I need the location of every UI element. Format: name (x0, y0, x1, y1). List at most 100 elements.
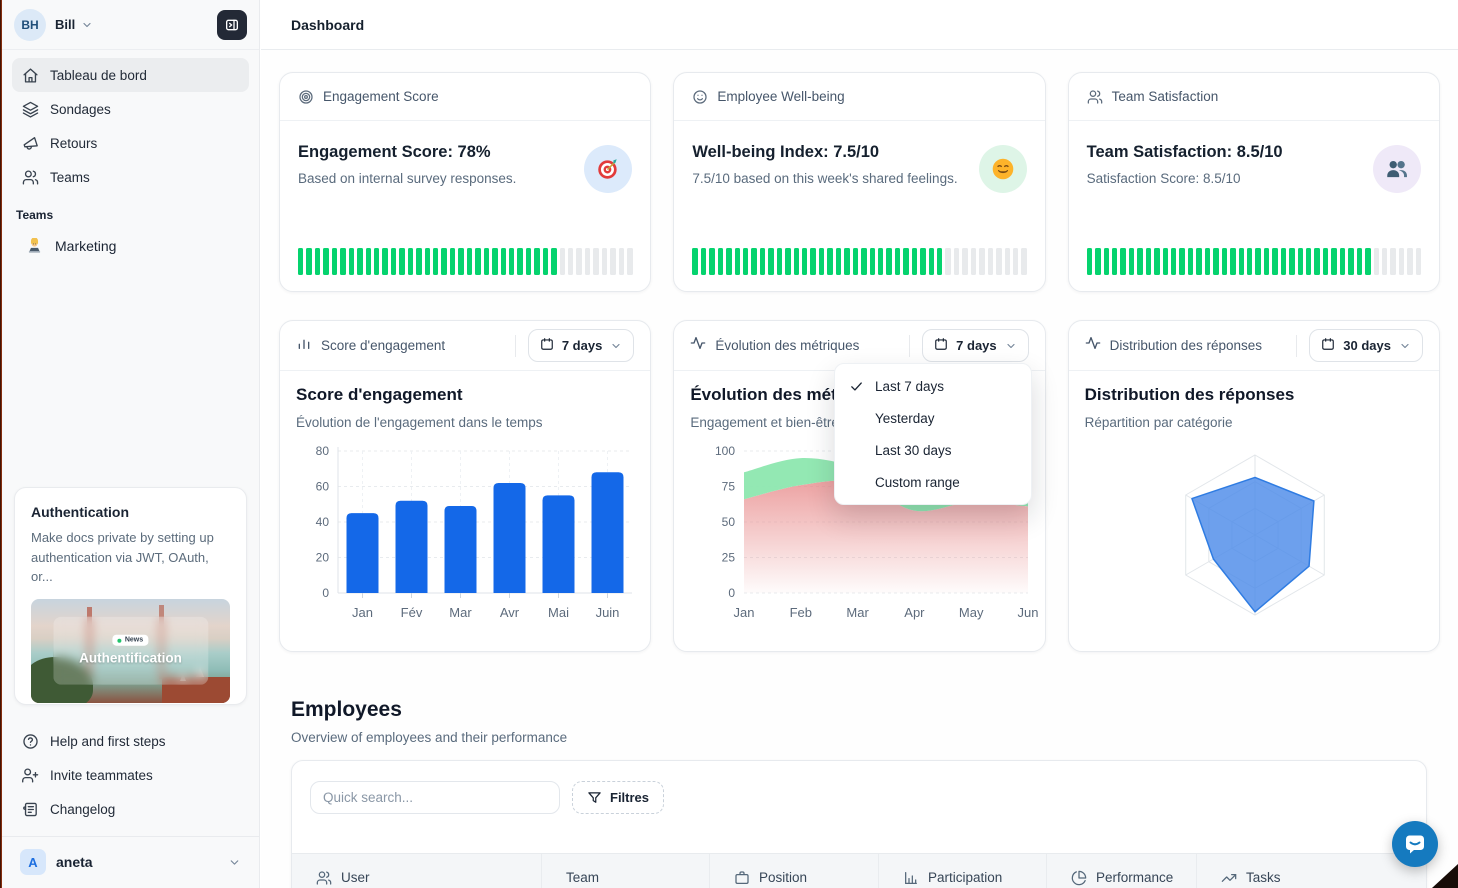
chevron-down-icon (1399, 340, 1411, 352)
briefcase-icon (734, 870, 750, 886)
range-label: 7 days (956, 338, 997, 353)
svg-text:0: 0 (322, 586, 329, 600)
menu-item-yesterday[interactable]: Yesterday (875, 410, 935, 426)
search-input[interactable] (310, 781, 560, 814)
svg-text:50: 50 (722, 515, 736, 529)
sidebar-item-sondages[interactable]: Sondages (12, 92, 249, 126)
chart-subtitle: Évolution de l'engagement dans le temps (296, 415, 543, 430)
svg-text:Jan: Jan (352, 605, 373, 620)
layers-icon (22, 101, 39, 118)
chart-title: Score d'engagement (296, 385, 463, 404)
column-header-user[interactable]: User (292, 854, 542, 888)
page-title: Dashboard (291, 16, 365, 33)
filters-button[interactable]: Filtres (572, 781, 665, 814)
main-content: Dashboard Engagement Score Engagement Sc… (261, 0, 1458, 888)
activity-icon (690, 335, 706, 356)
engagement-progress-bar (298, 248, 633, 275)
svg-text:Mai: Mai (548, 605, 569, 620)
sidebar-item-teams[interactable]: Teams (12, 160, 249, 194)
menu-item-last-30-days[interactable]: Last 30 days (875, 442, 952, 458)
range-dropdown-menu: Last 7 days Yesterday Last 30 days Custo… (834, 363, 1032, 505)
sidebar-item-changelog[interactable]: Changelog (12, 792, 249, 826)
card-header: Team Satisfaction (1068, 73, 1439, 121)
card-header-label: Engagement Score (323, 89, 439, 104)
team-item-label: Marketing (55, 238, 117, 254)
column-header-performance[interactable]: Performance (1047, 854, 1197, 888)
chevron-down-icon (228, 856, 241, 869)
svg-text:80: 80 (316, 444, 330, 458)
menu-item-custom-range[interactable]: Custom range (875, 474, 960, 490)
svg-text:May: May (959, 605, 984, 620)
sidebar-team-marketing[interactable]: Marketing (12, 228, 249, 264)
chart-card-header: Évolution des métriques 7 days (674, 321, 1045, 371)
calendar-icon (540, 337, 554, 354)
employees-title: Employees (291, 698, 402, 721)
sidebar: BH Bill Tableau de bord Sondages Retours (2, 0, 260, 888)
account-menu[interactable]: A aneta (12, 845, 249, 879)
stat-subtitle: Satisfaction Score: 8.5/10 (1086, 171, 1241, 186)
promo-image[interactable]: News Authentification (31, 598, 230, 703)
column-header-participation[interactable]: Participation (879, 854, 1047, 888)
pie-chart-icon (1071, 870, 1087, 886)
target-icon (298, 89, 314, 105)
users-icon (22, 169, 39, 186)
trending-up-icon (1221, 870, 1237, 886)
satisfaction-progress-bar (1086, 248, 1422, 275)
sidebar-item-label: Sondages (50, 101, 111, 117)
svg-text:Jun: Jun (1018, 605, 1039, 620)
sidebar-footer-nav: Help and first steps Invite teammates Ch… (12, 724, 249, 826)
authentication-promo-card[interactable]: Authentication Make docs private by sett… (14, 487, 247, 705)
range-select-button[interactable]: 30 days (1309, 329, 1423, 362)
card-header-label: Employee Well-being (717, 89, 845, 104)
chart-subtitle: Répartition par catégorie (1084, 415, 1233, 430)
svg-text:100: 100 (715, 444, 735, 458)
newspaper-icon (22, 801, 39, 818)
responses-radar-chart (1184, 454, 1325, 616)
users-icon (316, 870, 332, 886)
chevron-down-icon (1005, 340, 1017, 352)
sidebar-item-label: Help and first steps (50, 733, 166, 749)
column-header-team[interactable]: Team (542, 854, 710, 888)
header-divider (909, 334, 911, 357)
chart-header-label: Distribution des réponses (1109, 338, 1262, 353)
employees-toolbar: Filtres (292, 761, 1426, 834)
account-avatar: A (20, 849, 46, 875)
calendar-icon (1321, 337, 1335, 354)
svg-text:Jan: Jan (734, 605, 755, 620)
engagement-score-card: Engagement Score Engagement Score: 78% B… (279, 72, 652, 292)
stat-title: Well-being Index: 7.5/10 (692, 143, 880, 161)
range-select-button[interactable]: 7 days (527, 329, 635, 362)
svg-text:60: 60 (316, 480, 330, 494)
chart-header-label: Évolution des métriques (715, 338, 860, 353)
sidebar-item-help[interactable]: Help and first steps (12, 724, 249, 758)
sidebar-item-retours[interactable]: Retours (12, 126, 249, 160)
column-header-tasks[interactable]: Tasks (1197, 854, 1426, 888)
mouse-cursor (1432, 864, 1458, 888)
sidebar-item-label: Tableau de bord (50, 67, 147, 83)
svg-text:75: 75 (722, 480, 736, 494)
dart-target-emoji-icon (584, 145, 633, 193)
svg-text:25: 25 (722, 551, 736, 565)
page-header: Dashboard (261, 0, 1458, 50)
sidebar-collapse-button[interactable] (217, 9, 247, 40)
promo-body: Make docs private by setting up authenti… (31, 530, 214, 584)
workspace-switcher[interactable]: BH Bill (2, 0, 259, 50)
header-divider (1296, 334, 1298, 357)
promo-image-overlay: News Authentification (52, 616, 209, 685)
promo-title: Authentication (31, 504, 129, 520)
chat-launcher-button[interactable] (1392, 821, 1438, 867)
menu-item-last-7-days[interactable]: Last 7 days (835, 370, 1031, 402)
sidebar-item-invite[interactable]: Invite teammates (12, 758, 249, 792)
chevron-down-icon (81, 19, 93, 31)
range-label: 7 days (561, 338, 603, 353)
svg-text:Apr: Apr (905, 605, 926, 620)
svg-text:Mar: Mar (847, 605, 870, 620)
news-dot-icon (117, 638, 122, 643)
check-icon (849, 379, 875, 394)
range-select-button[interactable]: 7 days (922, 329, 1029, 362)
sidebar-item-label: Invite teammates (50, 767, 153, 783)
employees-table-card: Filtres User Team Position Participation (291, 760, 1427, 888)
sidebar-item-tableau-de-bord[interactable]: Tableau de bord (12, 58, 249, 92)
column-header-position[interactable]: Position (710, 854, 879, 888)
